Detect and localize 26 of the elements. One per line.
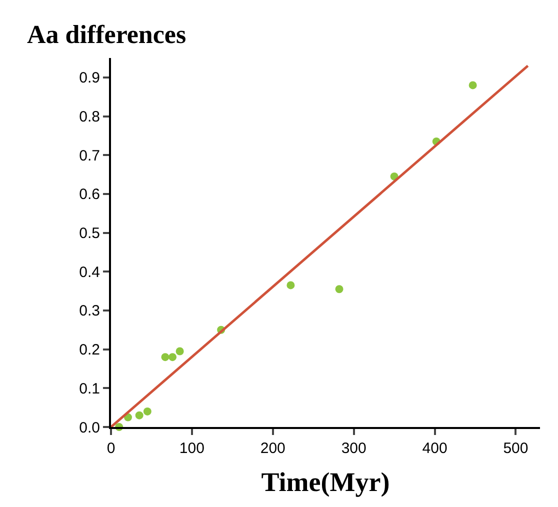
y-tick-label: 0.1 [79, 380, 100, 398]
x-tick-label: 400 [422, 440, 448, 457]
point [335, 285, 344, 294]
x-tick-label: 0 [106, 440, 116, 457]
y-tick-label: 0.0 [79, 419, 100, 436]
x-axis-title: Time(Myr) [261, 466, 390, 497]
x-tick-label: 300 [341, 440, 366, 457]
point [143, 407, 152, 416]
y-tick-label: 0.8 [79, 108, 100, 126]
y-tick-label: 0.4 [79, 264, 100, 281]
point [286, 281, 295, 290]
x-tick-label: 100 [179, 440, 204, 457]
y-tick-label: 0.3 [79, 302, 100, 320]
y-tick-label: 0.2 [79, 342, 100, 359]
y-axis-title: Aa differences [27, 20, 186, 49]
x-tick-label: 500 [503, 440, 528, 457]
y-tick-label: 0.7 [79, 147, 100, 164]
point [176, 347, 184, 356]
point [161, 353, 170, 362]
y-tick-label: 0.9 [79, 70, 100, 87]
point [135, 411, 144, 420]
x-tick-label: 200 [260, 440, 286, 457]
point [168, 353, 177, 362]
y-tick-label: 0.6 [79, 186, 100, 204]
point [468, 81, 477, 90]
y-tick-label: 0.5 [79, 225, 100, 242]
